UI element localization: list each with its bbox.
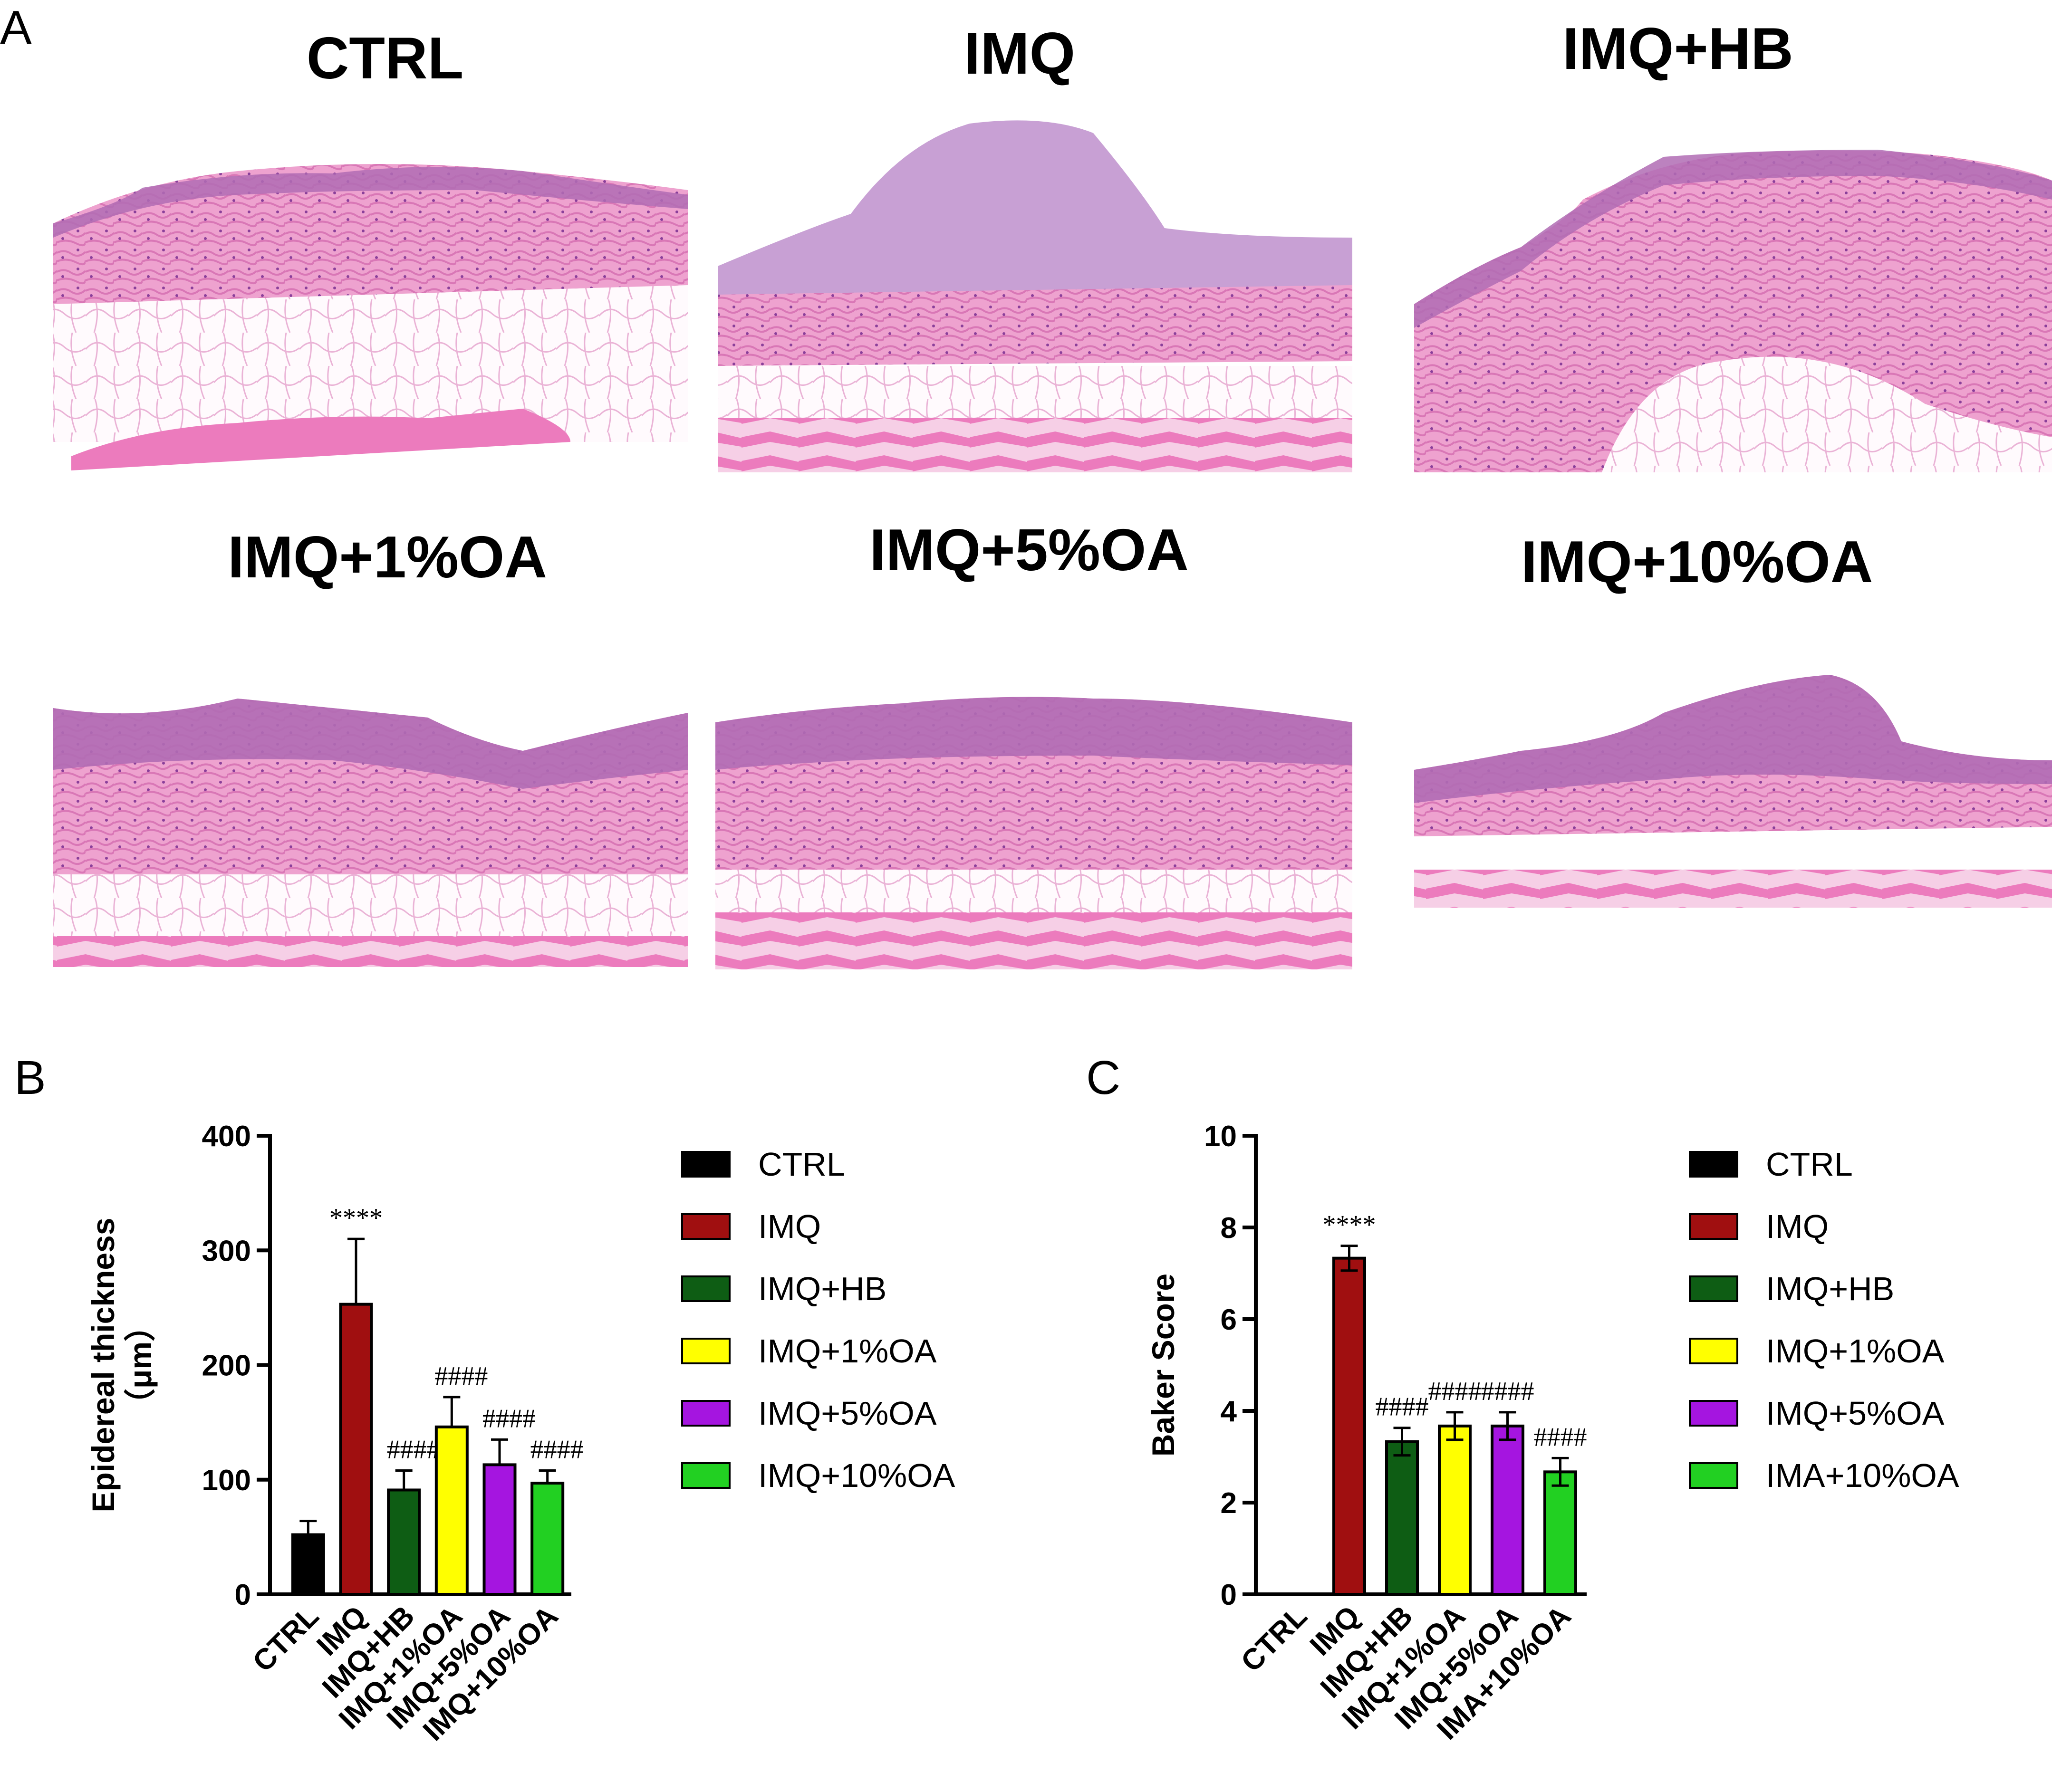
histology-image-imq-hb [1414,105,2052,473]
chart-c-bar-4 [1491,1424,1524,1596]
chart-b-annotation-4: #### [482,1404,536,1433]
histology-title-imq-5oa: IMQ+5%OA [869,517,1189,583]
histology-image-imq-1oa [53,599,688,967]
chart-c-bar-2 [1385,1440,1419,1596]
chart-c-ylabel-group: Baker Score [1146,1274,1181,1457]
chart-b-annotation-2: #### [387,1435,440,1464]
chart-b-legend-swatch-1 [681,1213,731,1240]
histology-image-imq [718,105,1352,472]
chart-b-bar-3 [434,1425,469,1596]
chart-c-xtick-label-0: CTRL [1235,1600,1314,1678]
chart-b-ytick-label-0: 0 [235,1579,251,1611]
chart-c-annotation-1: **** [1323,1210,1376,1240]
panel-letter-c: C [1086,1051,1120,1104]
chart-c-ytick-label-2: 4 [1221,1395,1237,1428]
chart-c-bar-3 [1438,1424,1472,1596]
chart-b-legend-swatch-0 [681,1151,731,1178]
histology-image-ctrl [53,105,688,472]
chart-c-bar-5 [1543,1470,1577,1596]
histology-title-imq-hb: IMQ+HB [1562,16,1793,82]
chart-c-legend-swatch-1 [1689,1213,1738,1240]
chart-c-annotation-4: #### [1481,1377,1534,1406]
chart-b-bar-2 [387,1488,421,1596]
chart-b-annotation-5: #### [530,1435,584,1464]
chart-c-ylabel: Baker Score [1146,1274,1181,1457]
chart-c-legend-swatch-2 [1689,1275,1738,1302]
chart-b-ytick-label-4: 400 [202,1120,251,1153]
chart-b-bar-0 [291,1533,325,1596]
chart-b-legend-label-2: IMQ+HB [758,1270,886,1307]
histology-title-ctrl: CTRL [307,26,464,91]
chart-c-legend-swatch-5 [1689,1462,1738,1489]
histology-title-imq-1oa: IMQ+1%OA [228,525,547,590]
chart-b-legend-label-4: IMQ+5%OA [758,1395,937,1432]
chart-b-legend-label-0: CTRL [758,1146,845,1183]
chart-c-annotation-2: #### [1376,1392,1429,1422]
chart-c-ytick-label-5: 10 [1204,1120,1237,1153]
chart-b-ylabel-unit: （μm） [123,1310,158,1420]
histology-title-imq-10oa: IMQ+10%OA [1521,529,1873,595]
chart-b-ytick-label-1: 100 [202,1464,251,1497]
chart-c-legend-swatch-0 [1689,1151,1738,1178]
chart-b-legend-label-3: IMQ+1%OA [758,1332,937,1370]
chart-b-legend-swatch-3 [681,1338,731,1364]
chart-c-ytick-label-1: 2 [1221,1487,1237,1520]
panel-letter-a: A [0,1,32,54]
chart-b-bar-1 [339,1303,373,1596]
chart-b-legend-label-1: IMQ [758,1208,821,1245]
chart-c-annotation-5: #### [1534,1422,1587,1452]
chart-c-ytick-label-3: 6 [1221,1303,1237,1336]
chart-c-legend-label-1: IMQ [1766,1208,1829,1245]
chart-c-legend-swatch-4 [1689,1400,1738,1427]
chart-c-legend-label-3: IMQ+1%OA [1766,1332,1945,1370]
chart-c-annotation-3: #### [1428,1377,1482,1406]
chart-b-legend-swatch-2 [681,1275,731,1302]
chart-b-legend-swatch-5 [681,1462,731,1489]
chart-b: 0 100 200 300 400 Epidereal thickness （μm） CTRL… [86,1120,955,1747]
chart-c-legend-label-5: IMA+10%OA [1766,1457,1959,1494]
histology-image-imq-5oa [715,601,1352,969]
chart-b-ylabel-group: Epidereal thickness （μm） [86,1218,158,1513]
chart-c-bar-1 [1332,1256,1366,1596]
chart-c-legend-label-0: CTRL [1766,1146,1853,1183]
chart-b-ytick-label-3: 300 [202,1235,251,1267]
chart-c-legend-swatch-3 [1689,1338,1738,1364]
chart-c-ytick-label-0: 0 [1221,1579,1237,1611]
chart-b-ylabel: Epidereal thickness [86,1218,121,1513]
histology-image-imq-10oa [1414,596,2052,967]
chart-b-ytick-label-2: 200 [202,1350,251,1382]
chart-b-annotation-3: #### [434,1361,488,1391]
chart-b-bar-5 [530,1481,565,1596]
chart-b-legend-swatch-4 [681,1400,731,1427]
histology-title-imq: IMQ [964,21,1075,86]
panel-letter-b: B [14,1051,46,1104]
chart-c-legend-label-4: IMQ+5%OA [1766,1395,1945,1432]
chart-c-ytick-label-4: 8 [1221,1212,1237,1245]
chart-c: 0 2 4 6 8 10 Baker Score CTRL **** IMQ #### IMQ+HB #… [1146,1120,1959,1746]
chart-b-annotation-1: **** [329,1203,383,1233]
chart-c-legend-label-2: IMQ+HB [1766,1270,1894,1307]
chart-b-bar-4 [482,1463,517,1596]
chart-b-legend-label-5: IMQ+10%OA [758,1457,955,1494]
